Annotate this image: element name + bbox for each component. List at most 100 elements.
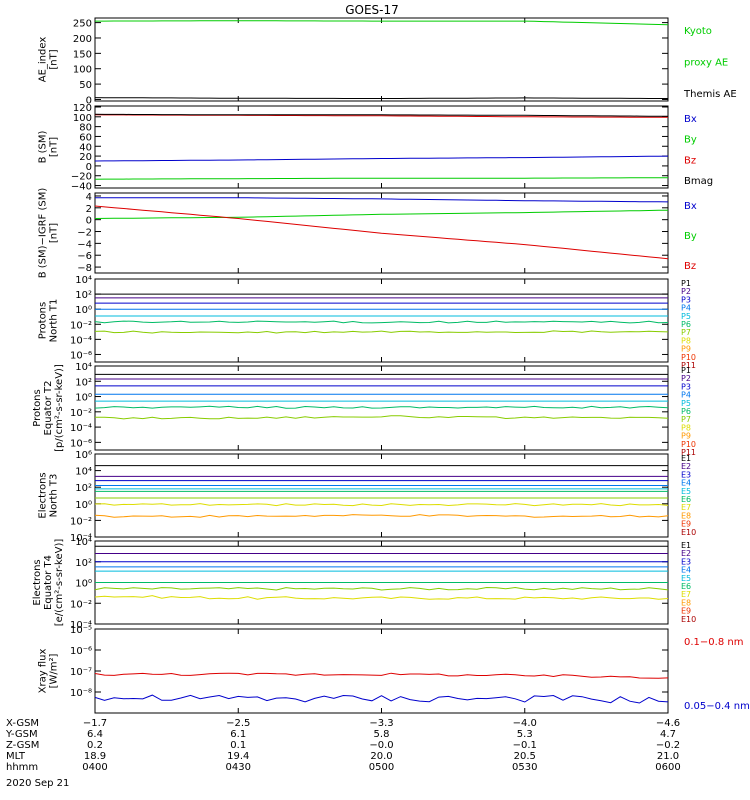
y-tick-label: 10⁻⁴ <box>70 335 92 346</box>
legend-entry: P6 <box>681 320 691 329</box>
series-line-e8 <box>94 595 669 600</box>
y-axis-label-line: Xray flux <box>38 649 49 694</box>
legend-entry: proxy AE <box>684 58 728 69</box>
y-axis-label: Xray flux [W/m²] <box>38 649 60 694</box>
y-tick-label: 4 <box>86 192 92 203</box>
series-line-p6 <box>94 405 669 409</box>
y-tick-label: 250 <box>73 19 92 30</box>
legend-entry: P1 <box>681 279 691 288</box>
x-axis-value: −2.5 <box>226 718 250 729</box>
legend-entry: E5 <box>681 487 691 496</box>
legend-entry: P8 <box>681 336 691 345</box>
y-tick-label: 150 <box>73 49 92 60</box>
series-line-0-05-0-4-nm <box>94 694 669 704</box>
legend-entry: P2 <box>681 374 691 383</box>
legend-entry: P1 <box>681 366 691 375</box>
series-line-p6 <box>94 320 669 324</box>
y-tick-label: 10⁻⁶ <box>70 438 92 449</box>
y-tick-label: 50 <box>79 80 92 91</box>
x-axis-value: −0.2 <box>656 740 680 751</box>
panel-ee: 10⁴ 10² 10⁰ 10⁻² 10⁻⁴ Electrons Equator T4 [e/(… <box>32 537 696 631</box>
y-tick-label: 10⁰ <box>75 579 92 590</box>
legend-entry: P5 <box>681 399 691 408</box>
legend-entry: P6 <box>681 407 691 416</box>
legend-entry: P11 <box>681 448 696 457</box>
legend-entry: P10 <box>681 440 696 449</box>
y-axis-label-line: [nT] <box>49 223 60 243</box>
legend-entry: P4 <box>681 304 691 313</box>
y-axis-label: Electrons Equator T4 [e/(cm²-s-sr-keV)] <box>32 539 65 627</box>
x-axis-value: −1.7 <box>83 718 107 729</box>
series-line-p7 <box>94 330 669 334</box>
x-axis-value: 5.8 <box>374 729 390 740</box>
panel-xray: 10⁻⁸ 10⁻⁷ 10⁻⁶ 10⁻⁵ Xray flux [W/m²] 0.1−0.8 n… <box>38 625 750 714</box>
legend-entry: P4 <box>681 391 691 400</box>
legend-entry: E10 <box>681 528 696 537</box>
legend-entry: Bz <box>684 155 696 166</box>
legend-entry: P10 <box>681 353 696 362</box>
y-tick-label: 0 <box>86 95 92 106</box>
y-tick-label: 10⁻² <box>70 599 92 610</box>
y-tick-label: 10⁻⁶ <box>70 350 92 361</box>
legend-entry: P5 <box>681 312 691 321</box>
x-axis-value: 20.5 <box>514 751 536 762</box>
x-axis-value: 0530 <box>512 762 537 773</box>
y-axis-label-line: [nT] <box>49 49 60 69</box>
legend-entry: Bx <box>684 201 697 212</box>
y-axis-label-line: [p/(cm²-s-sr-keV)] <box>54 364 65 452</box>
y-axis-label: Electrons North T3 <box>38 472 60 518</box>
legend-entry: P8 <box>681 423 691 432</box>
series-line-0-1-0-8-nm <box>94 672 669 679</box>
legend-entry: E7 <box>681 503 691 512</box>
x-axis-value: 0500 <box>369 762 394 773</box>
y-tick-label: 120 <box>73 103 92 114</box>
y-tick-label: 10⁶ <box>75 450 92 461</box>
x-axis-value: 19.4 <box>227 751 249 762</box>
y-tick-label: 10⁻⁴ <box>70 620 92 631</box>
y-axis-label-line: [e/(cm²-s-sr-keV)] <box>54 539 65 627</box>
y-axis-label: B (SM)−IGRF (SM) [nT] <box>38 188 60 279</box>
series-line-bz <box>94 114 668 118</box>
y-axis-label: B (SM) [nT] <box>38 130 60 163</box>
legend-entry: E3 <box>681 557 691 566</box>
legend-entry: E3 <box>681 470 691 479</box>
x-axis-value: 18.9 <box>84 751 106 762</box>
panel-ae: 250 200 150 100 50 0 AE_index [nT] Kyoto proxy AE… <box>38 17 737 106</box>
x-axis-row-label: Z-GSM <box>6 740 39 751</box>
y-tick-label: 2 <box>86 204 92 215</box>
x-axis-value: −0.0 <box>369 740 393 751</box>
legend-entry: Bz <box>684 261 696 272</box>
legend-entry: 0.05−0.4 nm <box>684 701 750 712</box>
y-tick-label: 10⁻⁴ <box>70 533 92 544</box>
y-axis-label-line: North T3 <box>49 474 60 518</box>
y-tick-label: 10⁻⁴ <box>70 423 92 434</box>
y-tick-label: 10⁰ <box>75 393 92 404</box>
y-tick-label: 10⁴ <box>75 362 92 373</box>
series-line-e7 <box>94 586 669 591</box>
y-axis-label: Protons North T1 <box>38 299 60 343</box>
legend-entry: E10 <box>681 615 696 624</box>
y-tick-label: 10⁻⁸ <box>70 688 92 699</box>
series-line-bx <box>94 155 669 162</box>
x-axis-value: 0.1 <box>230 740 246 751</box>
legend-entry: E9 <box>681 607 691 616</box>
y-tick-label: 20 <box>79 152 92 163</box>
y-axis-label-line: AE_index <box>38 37 49 83</box>
series-line-bmag <box>94 113 669 117</box>
x-axis-value: −4.6 <box>656 718 680 729</box>
y-axis-label-line: North T1 <box>49 299 60 343</box>
y-tick-label: 40 <box>79 142 92 153</box>
legend-entry: P3 <box>681 295 691 304</box>
legend-entry: By <box>684 135 697 146</box>
series-line-bx <box>95 197 669 203</box>
legend-entry: P2 <box>681 287 691 296</box>
y-tick-label: 10² <box>75 290 92 301</box>
legend-entry: P7 <box>681 328 691 337</box>
legend-entry: Themis AE <box>683 89 737 100</box>
y-axis-label-line: B (SM) <box>38 130 49 163</box>
x-axis-value: 21.0 <box>657 751 679 762</box>
y-axis-label: Protons Equator T2 [p/(cm²-s-sr-keV)] <box>32 364 65 452</box>
